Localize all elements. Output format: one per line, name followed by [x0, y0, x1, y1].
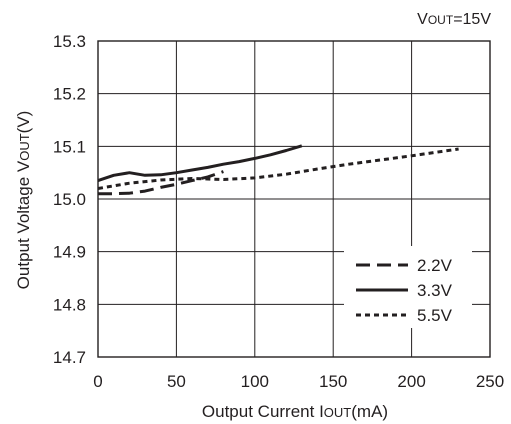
legend-label: 5.5V [417, 306, 453, 325]
y-tick-label: 15.3 [53, 32, 86, 51]
x-tick-label: 150 [319, 372, 347, 391]
x-tick-label: 250 [476, 372, 504, 391]
series-lines [97, 144, 459, 196]
series-line-3.3V [97, 144, 303, 183]
legend-box [344, 246, 472, 328]
x-tick-label: 0 [93, 372, 102, 391]
y-tick-label: 14.8 [53, 295, 86, 314]
x-tick-label: 100 [241, 372, 269, 391]
y-tick-label: 14.7 [53, 348, 86, 367]
condition-label: VOUT=15V [417, 11, 491, 28]
y-axis-title: Output Voltage VOUT(V) [14, 111, 33, 290]
y-tick-label: 15.1 [53, 137, 86, 156]
x-tick-label: 200 [397, 372, 425, 391]
plot-frame [97, 40, 491, 358]
legend-label: 3.3V [417, 281, 453, 300]
legend-label: 2.2V [417, 256, 453, 275]
y-tick-label: 15.0 [53, 190, 86, 209]
x-axis-title: Output Current IOUT(mA) [202, 402, 388, 421]
y-tick-labels: 14.7 14.8 14.9 15.0 15.1 15.2 15.3 [53, 32, 86, 367]
x-tick-labels: 0 50 100 150 200 250 [93, 372, 504, 391]
series-line-2.2V [98, 170, 224, 196]
y-tick-label: 15.2 [53, 85, 86, 104]
y-tick-label: 14.9 [53, 243, 86, 262]
series-line-5.5V [97, 147, 459, 190]
x-tick-label: 50 [167, 372, 186, 391]
legend: 2.2V 3.3V 5.5V [344, 246, 472, 328]
